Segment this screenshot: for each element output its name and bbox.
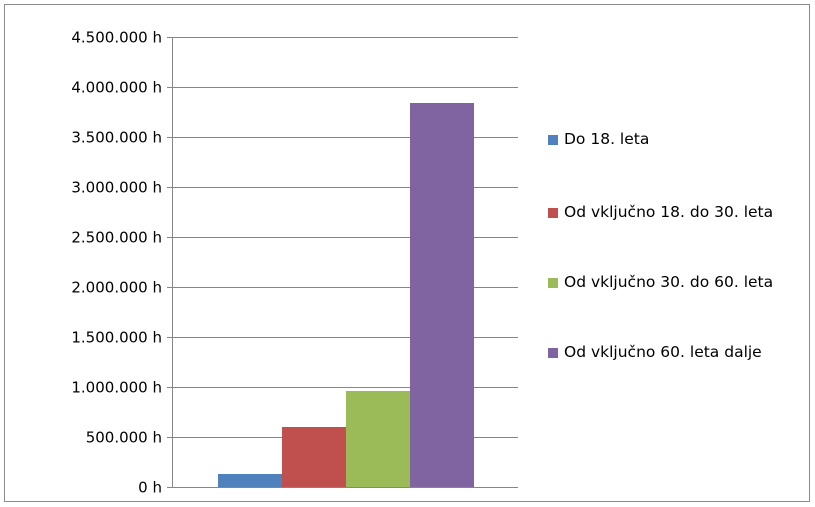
y-tick-label: 0 h (138, 479, 162, 497)
y-tick-label: 4.000.000 h (71, 79, 162, 97)
y-tick-label: 4.500.000 h (71, 29, 162, 47)
bar-2 (282, 427, 346, 487)
legend-label: Do 18. leta (564, 130, 650, 148)
y-tick-label: 3.000.000 h (71, 179, 162, 197)
legend-swatch (548, 208, 558, 218)
bar-3 (346, 391, 410, 487)
y-tick-label: 500.000 h (86, 429, 162, 447)
y-tick-label: 1.500.000 h (71, 329, 162, 347)
y-tick-label: 3.500.000 h (71, 129, 162, 147)
legend-item: Od vključno 60. leta dalje (548, 341, 815, 364)
y-tick-label: 1.000.000 h (71, 379, 162, 397)
legend-label: Od vključno 18. do 30. leta (564, 203, 774, 221)
legend-swatch (548, 278, 558, 288)
legend-label: Od vključno 30. do 60. leta (564, 273, 774, 291)
bars (218, 103, 474, 487)
legend-item: Do 18. leta (548, 128, 815, 151)
legend-label: Od vključno 60. leta dalje (564, 343, 762, 361)
legend-item: Od vključno 30. do 60. leta (548, 271, 815, 294)
legend-item: Od vključno 18. do 30. leta (548, 201, 815, 224)
y-tick-label: 2.500.000 h (71, 229, 162, 247)
y-tick-label: 2.000.000 h (71, 279, 162, 297)
legend-swatch (548, 135, 558, 145)
y-axis-tick-labels: 0 h 500.000 h 1.000.000 h 1.500.000 h 2.000.… (71, 29, 162, 497)
legend-swatch (548, 348, 558, 358)
bar-4 (410, 103, 474, 487)
bar-1 (218, 474, 282, 487)
